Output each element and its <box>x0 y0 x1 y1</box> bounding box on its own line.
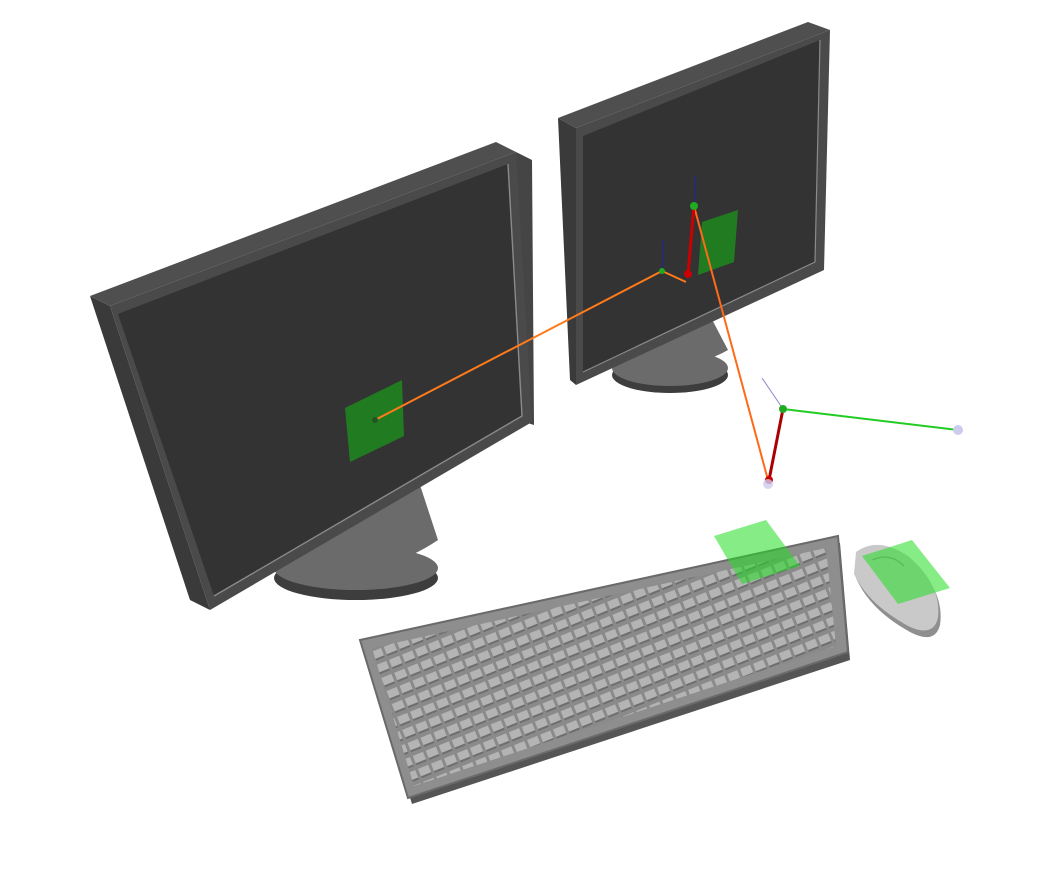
joint-points <box>372 202 963 489</box>
axis-markers <box>661 175 785 481</box>
pointer-ray <box>782 408 959 431</box>
left-monitor-stand <box>274 485 438 600</box>
gaze-ray <box>374 205 769 481</box>
left-monitor <box>90 142 534 610</box>
right-monitor-screen <box>583 40 820 372</box>
mouse <box>854 540 950 638</box>
keyboard-target-highlight <box>714 520 800 584</box>
mouse-target-highlight <box>862 540 950 604</box>
keyboard-keys <box>372 548 836 786</box>
keyboard <box>358 520 850 804</box>
left-monitor-screen <box>118 164 522 596</box>
